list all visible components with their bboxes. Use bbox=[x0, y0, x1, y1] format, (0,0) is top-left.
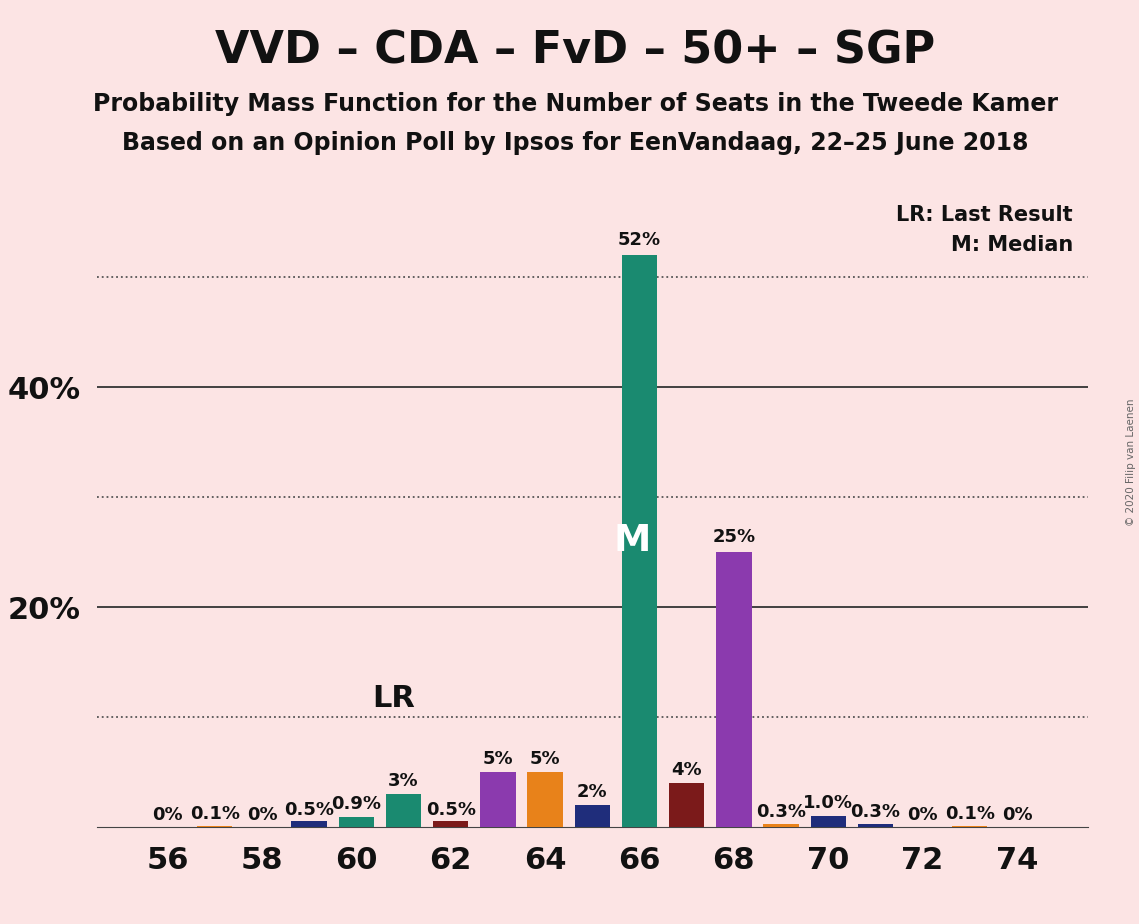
Text: LR: Last Result: LR: Last Result bbox=[896, 205, 1073, 225]
Text: 0%: 0% bbox=[247, 807, 277, 824]
Text: 0.1%: 0.1% bbox=[190, 805, 240, 823]
Text: LR: LR bbox=[372, 684, 416, 712]
Bar bbox=[292, 821, 327, 827]
Bar bbox=[858, 823, 893, 827]
Bar bbox=[574, 805, 611, 827]
Bar bbox=[386, 794, 421, 827]
Bar bbox=[622, 255, 657, 827]
Bar bbox=[952, 826, 988, 827]
Text: 5%: 5% bbox=[530, 749, 560, 768]
Text: 1.0%: 1.0% bbox=[803, 794, 853, 811]
Text: M: Median: M: Median bbox=[951, 236, 1073, 255]
Text: 0%: 0% bbox=[153, 807, 183, 824]
Text: 0.5%: 0.5% bbox=[426, 801, 476, 819]
Text: M: M bbox=[614, 523, 652, 559]
Text: 0%: 0% bbox=[1001, 807, 1032, 824]
Bar bbox=[811, 816, 846, 827]
Text: 0.9%: 0.9% bbox=[331, 795, 382, 813]
Bar bbox=[763, 823, 798, 827]
Text: 4%: 4% bbox=[671, 760, 702, 779]
Text: 3%: 3% bbox=[388, 772, 419, 790]
Text: VVD – CDA – FvD – 50+ – SGP: VVD – CDA – FvD – 50+ – SGP bbox=[215, 30, 935, 73]
Text: 52%: 52% bbox=[617, 231, 661, 249]
Text: 0.3%: 0.3% bbox=[756, 803, 806, 821]
Text: 25%: 25% bbox=[712, 528, 755, 545]
Bar bbox=[433, 821, 468, 827]
Text: 0.5%: 0.5% bbox=[284, 801, 334, 819]
Text: Based on an Opinion Poll by Ipsos for EenVandaag, 22–25 June 2018: Based on an Opinion Poll by Ipsos for Ee… bbox=[122, 131, 1029, 155]
Text: 0.3%: 0.3% bbox=[851, 803, 901, 821]
Bar bbox=[527, 772, 563, 827]
Text: 2%: 2% bbox=[577, 783, 607, 800]
Text: 5%: 5% bbox=[483, 749, 514, 768]
Bar bbox=[338, 817, 374, 827]
Bar bbox=[669, 783, 704, 827]
Text: 0.1%: 0.1% bbox=[944, 805, 994, 823]
Bar bbox=[481, 772, 516, 827]
Bar bbox=[716, 553, 752, 827]
Text: 0%: 0% bbox=[908, 807, 937, 824]
Bar bbox=[197, 826, 232, 827]
Text: Probability Mass Function for the Number of Seats in the Tweede Kamer: Probability Mass Function for the Number… bbox=[92, 92, 1058, 116]
Text: © 2020 Filip van Laenen: © 2020 Filip van Laenen bbox=[1125, 398, 1136, 526]
